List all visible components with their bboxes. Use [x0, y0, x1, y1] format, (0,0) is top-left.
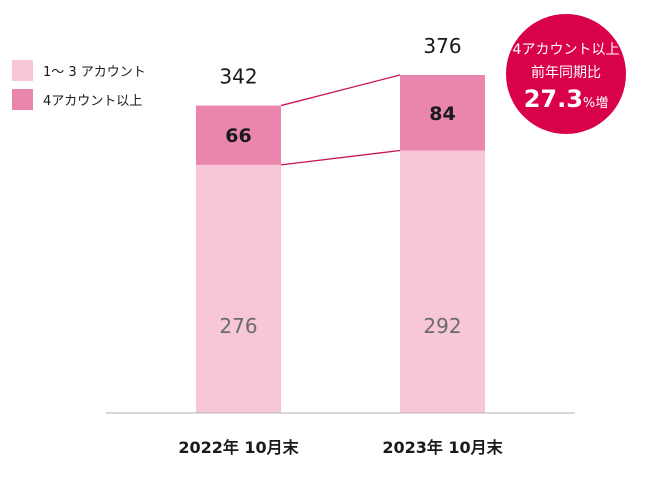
bars: [196, 75, 485, 414]
callout-value-line: 27.3%増: [524, 85, 609, 113]
connector-line-bottom: [280, 149, 401, 166]
data-label-upper-0: 66: [225, 125, 251, 147]
data-label-upper-1: 84: [429, 103, 455, 125]
total-label-0: 342: [219, 65, 257, 89]
legend-label-0: 1～ 3 アカウント: [43, 65, 146, 80]
callout-line1: 4アカウント以上: [513, 42, 620, 58]
data-labels: 276 66 342 292 84 376: [219, 34, 461, 338]
x-tick-labels: 2022年 10月末 2023年 10月末: [178, 438, 503, 457]
legend-swatch-1: [12, 89, 33, 110]
bar-upper-0: [196, 105, 281, 165]
legend: 1～ 3 アカウント 4アカウント以上: [12, 60, 146, 110]
legend-label-1: 4アカウント以上: [43, 94, 142, 109]
bar-upper-1: [400, 75, 485, 151]
connector-lines: [280, 74, 401, 166]
bar-lower-1: [400, 150, 485, 414]
callout-value: 27.3: [524, 85, 583, 113]
callout-circle: [506, 14, 626, 134]
x-tick-label-1: 2023年 10月末: [382, 438, 503, 457]
data-label-lower-1: 292: [423, 314, 461, 338]
growth-callout: 4アカウント以上 前年同期比 27.3%増: [506, 14, 626, 134]
bar-lower-0: [196, 164, 281, 413]
legend-swatch-0: [12, 60, 33, 81]
callout-line2: 前年同期比: [531, 64, 601, 81]
connector-line-top: [280, 74, 401, 107]
data-label-lower-0: 276: [219, 314, 257, 338]
callout-unit: %増: [583, 96, 608, 111]
total-label-1: 376: [423, 34, 461, 58]
x-tick-label-0: 2022年 10月末: [178, 438, 299, 457]
